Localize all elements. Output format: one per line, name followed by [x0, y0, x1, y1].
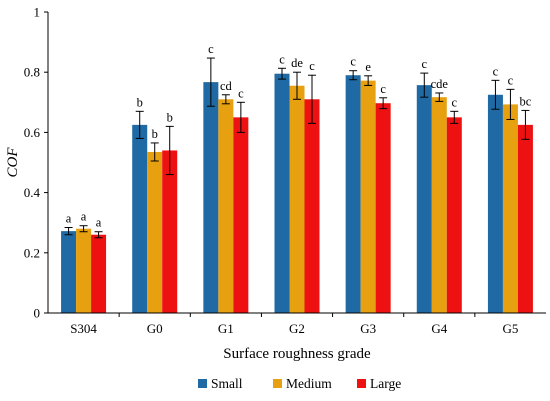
- x-axis-title: Surface roughness grade: [223, 346, 371, 362]
- bar-small-g4: [416, 85, 432, 313]
- legend: Small Medium Large: [198, 376, 401, 391]
- y-axis-title: COF: [5, 147, 21, 178]
- bar-large-g4: [446, 117, 462, 313]
- y-tick-label: 0.2: [24, 245, 40, 260]
- significance-label: a: [66, 212, 72, 226]
- significance-label: c: [309, 59, 315, 73]
- bar-small-g1: [203, 82, 219, 314]
- significance-label: de: [291, 56, 303, 70]
- x-tick-label: G4: [431, 321, 447, 336]
- significance-label: a: [96, 216, 102, 230]
- significance-label: c: [422, 57, 428, 71]
- y-tick-label: 0.4: [24, 185, 41, 200]
- legend-swatch-small: [198, 379, 207, 388]
- bar-small-g2: [274, 73, 290, 313]
- significance-label: c: [350, 55, 356, 69]
- significance-label: cde: [431, 77, 449, 91]
- bar-small-s304: [61, 231, 77, 313]
- x-tick-label: G0: [147, 321, 163, 336]
- bar-large-s304: [91, 234, 107, 313]
- significance-label: a: [81, 210, 87, 224]
- legend-swatch-medium: [273, 379, 282, 388]
- bar-medium-g0: [147, 151, 163, 313]
- significance-label: b: [137, 95, 143, 109]
- legend-label-medium: Medium: [286, 376, 332, 391]
- y-tick-label: 0.8: [24, 65, 40, 80]
- x-tick-label: G5: [502, 321, 518, 336]
- x-tick-label: S304: [70, 321, 97, 336]
- significance-label: b: [167, 110, 173, 124]
- bar-large-g5: [517, 124, 533, 313]
- legend-label-small: Small: [211, 376, 243, 391]
- x-tick-label: G1: [218, 321, 234, 336]
- y-tick-label: 0.6: [24, 125, 41, 140]
- bar-medium-g3: [360, 80, 376, 314]
- significance-label: c: [493, 64, 499, 78]
- significance-label: c: [208, 42, 214, 56]
- bars-group: [61, 73, 533, 314]
- x-tick-label: G3: [360, 321, 376, 336]
- significance-label: b: [152, 127, 158, 141]
- significance-label: c: [279, 52, 285, 66]
- significance-label: e: [365, 60, 371, 74]
- bar-medium-g1: [218, 99, 234, 313]
- significance-label: c: [508, 73, 514, 87]
- significance-label: c: [452, 95, 458, 109]
- axes-group: S304 G0 G1 G2 G3 G4 G5 0 0.2 0.4 0.6 0.8 1 Surface ro…: [5, 5, 546, 362]
- bar-large-g2: [304, 99, 320, 313]
- bar-medium-g4: [431, 97, 447, 313]
- y-tick-label: 0: [34, 306, 41, 321]
- bar-small-g0: [132, 124, 148, 313]
- legend-swatch-large: [357, 379, 366, 388]
- bar-large-g3: [375, 103, 391, 313]
- bar-large-g0: [162, 150, 178, 313]
- significance-label: bc: [520, 94, 532, 108]
- legend-label-large: Large: [370, 376, 401, 391]
- significance-label: c: [380, 82, 386, 96]
- error-bars-group: [64, 57, 530, 239]
- significance-label: cd: [220, 79, 233, 93]
- bar-large-g1: [233, 117, 249, 313]
- bar-small-g3: [345, 75, 361, 314]
- x-tick-label: G2: [289, 321, 305, 336]
- y-tick-label: 1: [34, 5, 41, 20]
- bar-medium-g2: [289, 85, 305, 314]
- bar-medium-s304: [76, 228, 92, 313]
- bar-small-g5: [487, 94, 503, 314]
- significance-label: c: [238, 86, 244, 100]
- bar-medium-g5: [502, 104, 518, 313]
